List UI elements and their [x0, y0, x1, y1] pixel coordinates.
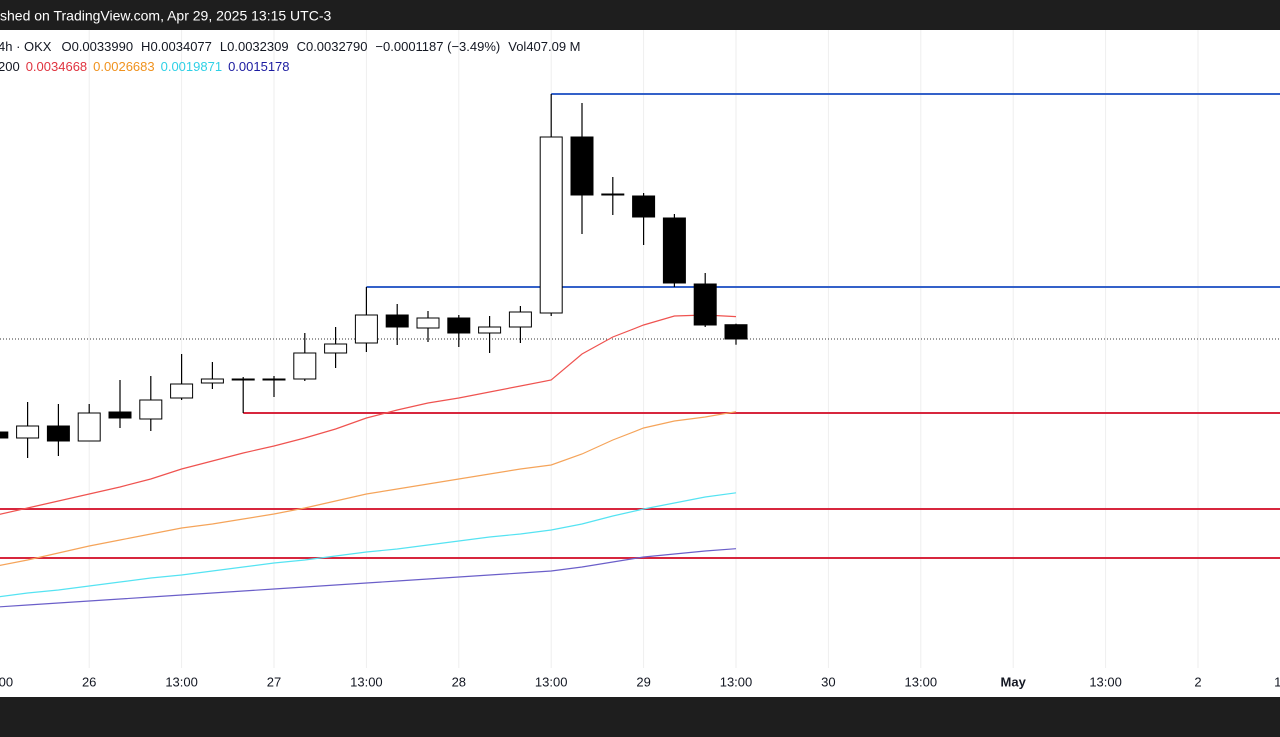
- x-tick-label: May: [1001, 674, 1027, 689]
- candle-body: [16, 425, 40, 439]
- legend-text: −0.0001187 (−3.49%): [375, 39, 500, 54]
- candle-body: [662, 217, 686, 284]
- candle-body: [539, 136, 563, 314]
- ema-line: [0, 314, 737, 515]
- candle-body: [416, 317, 440, 329]
- legend-text: 0.0034668: [26, 59, 87, 74]
- candle-body: [293, 352, 317, 380]
- candle-body: [601, 193, 625, 196]
- legend-text: 0.0015178: [228, 59, 289, 74]
- candle-body: [693, 283, 717, 326]
- legend-text: 0.0019871: [161, 59, 222, 74]
- legend-text: 407.09 M: [526, 39, 580, 54]
- candle-body: [632, 195, 656, 218]
- x-tick-label: 30: [821, 674, 835, 689]
- header: shed on TradingView.com, Apr 29, 2025 13…: [0, 8, 331, 24]
- x-tick-label: 2: [1194, 674, 1201, 689]
- candle-body: [508, 311, 532, 328]
- x-tick-label: 27: [267, 674, 281, 689]
- legend-text: O: [61, 39, 71, 54]
- candle-body: [170, 383, 194, 399]
- candle-body: [724, 324, 748, 340]
- candle-body: [231, 378, 255, 381]
- candle-body: [354, 314, 378, 344]
- candle-body: [324, 343, 348, 354]
- top-bar: [0, 0, 1280, 30]
- candle-body: [200, 378, 224, 384]
- candle-body: [139, 399, 163, 420]
- candle-body: [77, 412, 101, 442]
- legend-text: 0.0032309: [227, 39, 288, 54]
- candle-body: [478, 326, 502, 334]
- candle-body: [570, 136, 594, 196]
- legend-text: L: [220, 39, 227, 54]
- x-tick-label: 13:00: [1274, 674, 1280, 689]
- ema-line: [0, 411, 737, 566]
- candle-body: [108, 411, 132, 419]
- legend-text: H: [141, 39, 150, 54]
- legend-text: C: [297, 39, 306, 54]
- legend-text: 4h · OKX: [0, 39, 52, 54]
- legend-text: 0.0026683: [93, 59, 154, 74]
- candle-body: [447, 317, 471, 334]
- x-tick-label: 13:00: [165, 674, 198, 689]
- legend-text: 200: [0, 59, 20, 74]
- legend-ohlc: 4h · OKX O0.0033990 H0.0034077 L0.0032309 C0…: [0, 39, 581, 54]
- x-tick-label: 13:00: [0, 674, 13, 689]
- x-tick-label: 13:00: [535, 674, 568, 689]
- x-tick-label: 13:00: [1089, 674, 1122, 689]
- legend-text: 0.0034077: [150, 39, 211, 54]
- legend-text: 0.0033990: [72, 39, 133, 54]
- x-tick-label: 28: [452, 674, 466, 689]
- bottom-bar: [0, 697, 1280, 737]
- x-tick-label: 13:00: [905, 674, 938, 689]
- ema-line: [0, 548, 737, 608]
- ema-line: [0, 492, 737, 598]
- legend-text: 0.0032790: [306, 39, 367, 54]
- candle-body: [385, 314, 409, 328]
- x-tick-label: 13:00: [720, 674, 753, 689]
- chart-area: [0, 30, 1280, 697]
- candle-body: [262, 378, 286, 381]
- x-tick-label: 13:00: [350, 674, 383, 689]
- x-tick-label: 26: [82, 674, 96, 689]
- candle-body: [0, 431, 9, 439]
- candle-body: [46, 425, 70, 442]
- legend-text: Vol: [508, 39, 526, 54]
- x-tick-label: 29: [636, 674, 650, 689]
- legend-ema: 200 0.0034668 0.0026683 0.0019871 0.0015178: [0, 59, 290, 74]
